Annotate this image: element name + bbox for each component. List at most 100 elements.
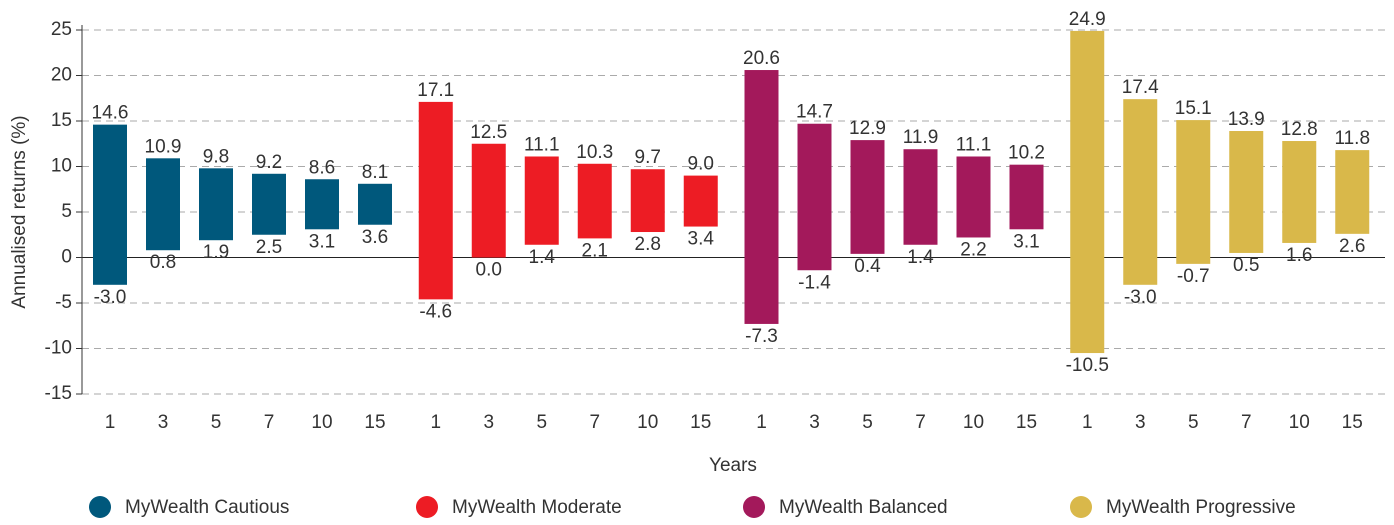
data-label: 11.9: [903, 127, 939, 148]
x-tick-label: 3: [809, 412, 820, 433]
data-label: 0.0: [476, 260, 502, 281]
bar: [630, 169, 665, 233]
x-tick-label: 10: [963, 412, 984, 433]
y-axis-label: Annualised returns (%): [9, 115, 30, 308]
x-tick-label: 1: [756, 412, 767, 433]
bar: [252, 173, 286, 235]
bar: [956, 156, 991, 238]
data-label: 12.9: [849, 118, 886, 139]
x-tick-label: 10: [637, 412, 658, 433]
x-tick-label: 3: [1135, 412, 1146, 433]
legend-label: MyWealth Progressive: [1106, 497, 1296, 518]
data-label: 0.4: [854, 256, 881, 277]
x-tick-label: 5: [211, 412, 222, 433]
data-label: 9.2: [256, 152, 282, 173]
x-tick-label: 1: [1082, 412, 1093, 433]
bar: [524, 156, 559, 245]
bar: [199, 168, 233, 241]
data-label: 2.1: [582, 240, 608, 261]
x-tick-label: 5: [1188, 412, 1199, 433]
x-tick-label: 15: [1016, 412, 1037, 433]
y-tick-label: -15: [45, 383, 72, 404]
x-tick-label: 15: [364, 412, 385, 433]
x-tick-label: 15: [1342, 412, 1363, 433]
data-label: 10.9: [145, 136, 182, 157]
data-label: 2.6: [1339, 236, 1365, 257]
bar: [577, 163, 612, 239]
data-label: 9.0: [688, 154, 714, 175]
data-label: 3.4: [688, 229, 715, 250]
data-label: 9.7: [635, 147, 661, 168]
bar: [744, 70, 779, 324]
y-tick-label: -5: [55, 292, 72, 313]
data-label: 0.5: [1233, 255, 1259, 276]
data-label: 1.4: [907, 247, 934, 268]
y-tick-label: 0: [61, 247, 72, 268]
bar: [1176, 120, 1211, 264]
data-label: 9.8: [203, 146, 229, 167]
y-tick-label: -10: [45, 338, 72, 359]
legend-label: MyWealth Moderate: [452, 497, 622, 518]
legend-marker: [1070, 496, 1092, 518]
data-label: 10.2: [1008, 143, 1045, 164]
bar: [358, 183, 392, 225]
bar: [146, 158, 180, 251]
data-label: 3.1: [1013, 231, 1039, 252]
data-label: 11.1: [956, 135, 992, 156]
x-tick-label: 3: [483, 412, 494, 433]
data-label: 8.6: [309, 157, 335, 178]
data-label: 1.6: [1286, 245, 1312, 266]
y-tick-label: 20: [51, 65, 72, 86]
data-label: -0.7: [1177, 266, 1210, 287]
bar: [1123, 99, 1158, 285]
data-label: 2.2: [960, 239, 986, 260]
data-label: 1.9: [203, 242, 229, 263]
data-label: 2.8: [635, 234, 661, 255]
legend-label: MyWealth Cautious: [125, 497, 289, 518]
legend-label: MyWealth Balanced: [779, 497, 948, 518]
x-tick-label: 1: [105, 412, 116, 433]
data-label: 17.1: [417, 80, 454, 101]
data-label: -3.0: [94, 287, 127, 308]
bar: [418, 101, 453, 300]
data-label: 20.6: [743, 48, 780, 69]
y-tick-label: 10: [51, 156, 72, 177]
x-tick-label: 7: [589, 412, 600, 433]
data-label: -1.4: [798, 272, 831, 293]
data-label: 10.3: [576, 142, 613, 163]
x-tick-label: 7: [1241, 412, 1252, 433]
y-tick-label: 15: [51, 110, 72, 131]
bar: [850, 140, 885, 254]
data-label: 3.6: [362, 227, 388, 248]
bar: [471, 143, 506, 258]
data-label: 11.1: [524, 135, 560, 156]
data-label: 12.8: [1281, 119, 1318, 140]
data-label: 14.7: [796, 102, 833, 123]
x-tick-label: 1: [430, 412, 441, 433]
data-label: -7.3: [745, 326, 778, 347]
x-tick-label: 5: [536, 412, 547, 433]
bar: [1335, 150, 1370, 234]
legend-marker: [416, 496, 438, 518]
data-label: -10.5: [1066, 355, 1109, 376]
bar: [797, 123, 832, 271]
data-label: 11.8: [1334, 128, 1370, 149]
data-label: 1.4: [529, 247, 556, 268]
data-label: 3.1: [309, 231, 335, 252]
bar: [1070, 30, 1105, 354]
data-label: 13.9: [1228, 109, 1265, 130]
x-tick-label: 7: [915, 412, 926, 433]
legend-marker: [89, 496, 111, 518]
data-label: 12.5: [470, 122, 507, 143]
bar: [903, 149, 938, 245]
data-label: 24.9: [1069, 9, 1106, 30]
bar: [93, 124, 127, 285]
bar: [1009, 164, 1044, 230]
data-label: 14.6: [92, 103, 129, 124]
x-tick-label: 3: [158, 412, 169, 433]
data-label: 17.4: [1122, 77, 1159, 98]
data-label: -3.0: [1124, 287, 1157, 308]
x-tick-label: 15: [690, 412, 711, 433]
bar: [1229, 131, 1264, 253]
